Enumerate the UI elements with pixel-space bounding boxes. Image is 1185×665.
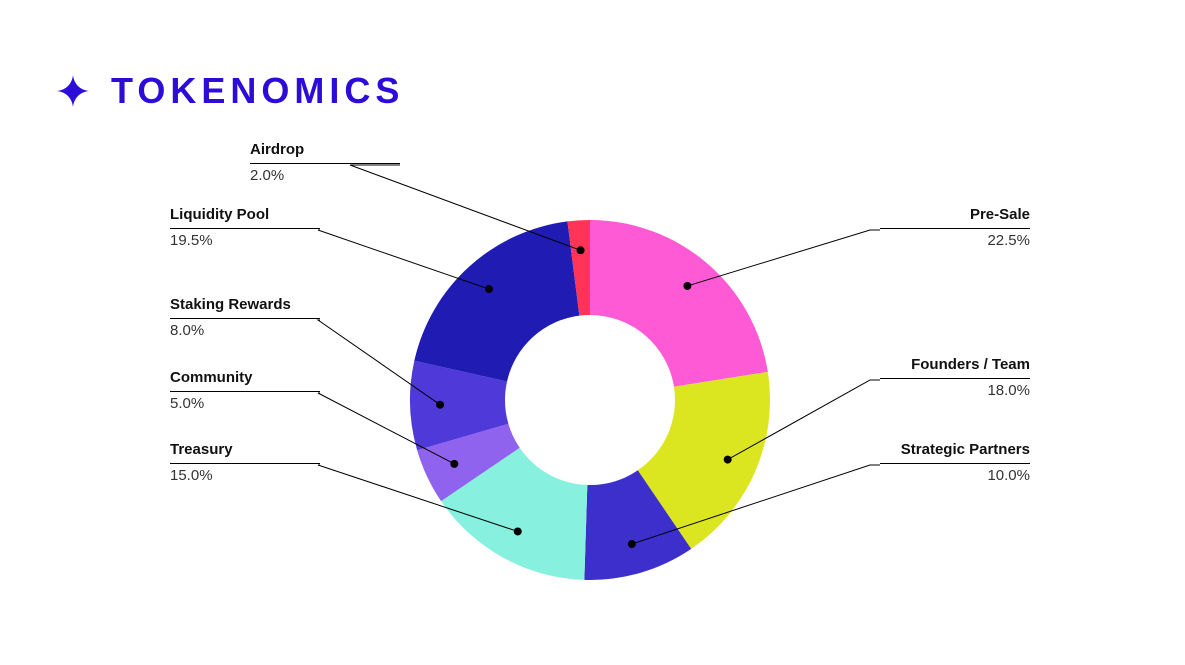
slice-label: Pre-Sale22.5%: [880, 205, 1030, 252]
slice-label-percent: 18.0%: [880, 379, 1030, 401]
slice-label-name: Airdrop: [250, 140, 400, 164]
slice-label-percent: 10.0%: [880, 464, 1030, 486]
slice-pre-sale: [590, 220, 768, 387]
slice-label: Liquidity Pool19.5%: [170, 205, 320, 252]
slice-label-name: Founders / Team: [880, 355, 1030, 379]
slice-liquidity-pool: [414, 221, 579, 381]
slice-label-name: Pre-Sale: [880, 205, 1030, 229]
slice-label: Strategic Partners10.0%: [880, 440, 1030, 487]
leader-line: [687, 230, 880, 286]
callout-dot: [514, 527, 522, 535]
slice-label-name: Staking Rewards: [170, 295, 320, 319]
slice-label-percent: 8.0%: [170, 319, 320, 341]
slice-label-name: Treasury: [170, 440, 320, 464]
slice-label-percent: 5.0%: [170, 392, 320, 414]
slice-label: Airdrop2.0%: [250, 140, 400, 187]
tokenomics-donut-chart: Pre-Sale22.5% Founders / Team18.0% Strateg…: [0, 150, 1185, 665]
slice-label-name: Liquidity Pool: [170, 205, 320, 229]
slice-label-name: Community: [170, 368, 320, 392]
slice-label-name: Strategic Partners: [880, 440, 1030, 464]
header: TOKENOMICS: [55, 70, 404, 112]
slice-label-percent: 22.5%: [880, 229, 1030, 251]
slice-label-percent: 19.5%: [170, 229, 320, 251]
slice-label: Community5.0%: [170, 368, 320, 415]
page-title: TOKENOMICS: [111, 70, 404, 112]
slice-label-percent: 2.0%: [250, 164, 400, 186]
sparkle-icon: [55, 73, 91, 109]
leader-line: [318, 230, 489, 289]
slice-label: Treasury15.0%: [170, 440, 320, 487]
sparkle-path: [57, 75, 89, 107]
slice-label: Founders / Team18.0%: [880, 355, 1030, 402]
slice-label-percent: 15.0%: [170, 464, 320, 486]
slice-label: Staking Rewards8.0%: [170, 295, 320, 342]
